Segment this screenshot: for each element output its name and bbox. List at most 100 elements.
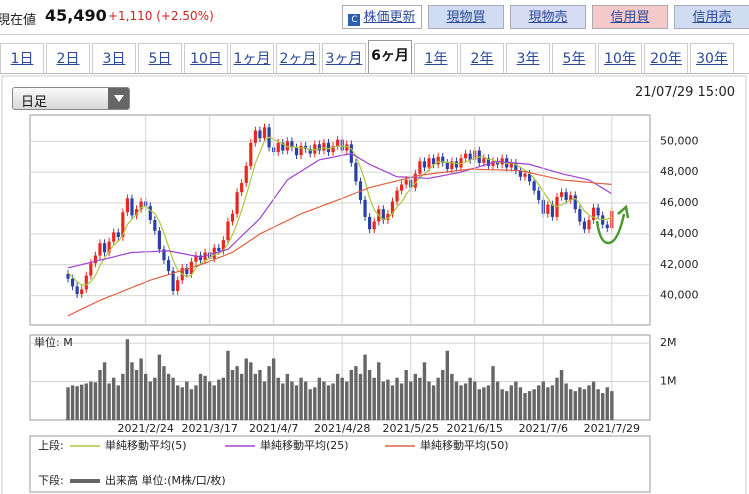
- volume-bar: [107, 383, 111, 420]
- refresh-button[interactable]: C 株価更新: [342, 5, 422, 29]
- period-tab[interactable]: 20年: [644, 43, 688, 73]
- candle-body: [253, 130, 257, 143]
- candle-body: [514, 162, 518, 171]
- candle-body: [404, 179, 408, 185]
- volume-bar: [527, 391, 532, 420]
- volume-bar: [431, 385, 436, 420]
- volume-bar: [345, 381, 349, 420]
- volume-bar: [125, 339, 130, 420]
- volume-bar: [262, 381, 267, 420]
- y-tick-label: 2M: [660, 336, 677, 349]
- volume-bar: [340, 377, 344, 420]
- volume-bar: [569, 389, 573, 420]
- legend-box: [29, 435, 651, 493]
- volume-bar: [413, 373, 418, 420]
- candle-body: [441, 156, 445, 163]
- period-tab[interactable]: 5日: [138, 43, 182, 73]
- candle-body: [98, 243, 102, 256]
- candle-body: [166, 260, 171, 271]
- period-tab[interactable]: 5年: [552, 43, 596, 73]
- volume-bar: [409, 381, 413, 420]
- ma-line: [67, 168, 612, 317]
- volume-bar: [139, 358, 143, 420]
- period-tab[interactable]: 1年: [414, 43, 458, 73]
- candle-body: [244, 165, 248, 183]
- volume-bar: [148, 381, 152, 420]
- period-tab[interactable]: 1ヶ月: [230, 43, 274, 73]
- interval-dropdown[interactable]: 日足: [12, 87, 130, 110]
- sell-button[interactable]: 現物売: [510, 5, 586, 29]
- candle-body: [436, 156, 440, 165]
- period-tab[interactable]: 2ヶ月: [276, 43, 320, 73]
- candle-body: [153, 220, 157, 231]
- candle-body: [527, 173, 532, 182]
- period-tab[interactable]: 3日: [92, 43, 136, 73]
- legend-label: 単純移動平均(50): [420, 438, 509, 452]
- candle-body: [427, 158, 431, 168]
- candle-body: [112, 232, 116, 242]
- volume-bar: [514, 381, 518, 420]
- volume-bar: [555, 377, 559, 420]
- volume-bar: [509, 385, 513, 420]
- candle-body: [157, 230, 161, 250]
- candle-body: [368, 216, 372, 230]
- volume-bar: [84, 383, 88, 420]
- volume-bar: [390, 385, 395, 420]
- period-tab[interactable]: 30年: [690, 43, 734, 73]
- volume-bar: [495, 381, 500, 420]
- volume-bar: [367, 370, 372, 420]
- x-tick-label: 2021/3/17: [181, 422, 237, 435]
- candle-body: [546, 204, 550, 214]
- candle-body: [587, 220, 591, 230]
- volume-bar: [559, 370, 564, 420]
- volume-bar: [335, 373, 340, 420]
- volume-bar: [93, 382, 98, 420]
- candle-body: [422, 161, 427, 168]
- candle-body: [354, 162, 358, 182]
- volume-bar: [80, 384, 84, 420]
- dropdown-label: 日足: [21, 95, 48, 110]
- volume-bar: [546, 387, 550, 420]
- volume-bar: [591, 381, 596, 420]
- volume-bar: [463, 383, 468, 420]
- volume-bar: [166, 373, 171, 420]
- period-tab[interactable]: 10日: [184, 43, 228, 73]
- volume-bar: [399, 383, 404, 420]
- period-tab[interactable]: 10年: [598, 43, 642, 73]
- volume-bar: [418, 377, 422, 420]
- x-tick-label: 2021/4/7: [249, 422, 298, 435]
- volume-bar: [143, 373, 148, 420]
- volume-bar: [180, 387, 184, 420]
- quote-label: 現在値: [0, 13, 37, 28]
- period-tab[interactable]: 3ヶ月: [322, 43, 366, 73]
- candle-body: [564, 192, 568, 200]
- period-tab[interactable]: 6ヶ月: [368, 40, 412, 73]
- candle-body: [194, 255, 198, 262]
- volume-bar: [518, 387, 523, 420]
- volume-bar: [244, 358, 248, 420]
- volume-bar: [354, 366, 358, 420]
- y-tick-label: 42,000: [660, 258, 699, 271]
- candle-body: [281, 142, 285, 151]
- period-tab[interactable]: 2日: [46, 43, 90, 73]
- candle-body: [454, 161, 459, 168]
- candle-body: [299, 145, 303, 156]
- volume-bar: [130, 362, 134, 420]
- volume-bar: [198, 373, 203, 420]
- candle-body: [596, 207, 600, 216]
- y-tick-label: 46,000: [660, 196, 699, 209]
- buy-button[interactable]: 現物買: [428, 5, 504, 29]
- period-tab[interactable]: 2年: [460, 43, 504, 73]
- margin-sell-button[interactable]: 信用売: [674, 5, 749, 29]
- margin-buy-button[interactable]: 信用買: [592, 5, 668, 29]
- period-tab[interactable]: 3年: [506, 43, 550, 73]
- volume-bar: [377, 362, 381, 420]
- candle-body: [550, 204, 555, 217]
- period-tab[interactable]: 1日: [0, 43, 44, 73]
- volume-bar: [276, 377, 280, 420]
- annotation-arrowhead: [617, 204, 630, 219]
- candle-body: [185, 267, 189, 275]
- quote-change: +1,110 (+2.50%): [108, 9, 214, 23]
- candle-body: [249, 142, 253, 166]
- volume-bar: [582, 389, 587, 420]
